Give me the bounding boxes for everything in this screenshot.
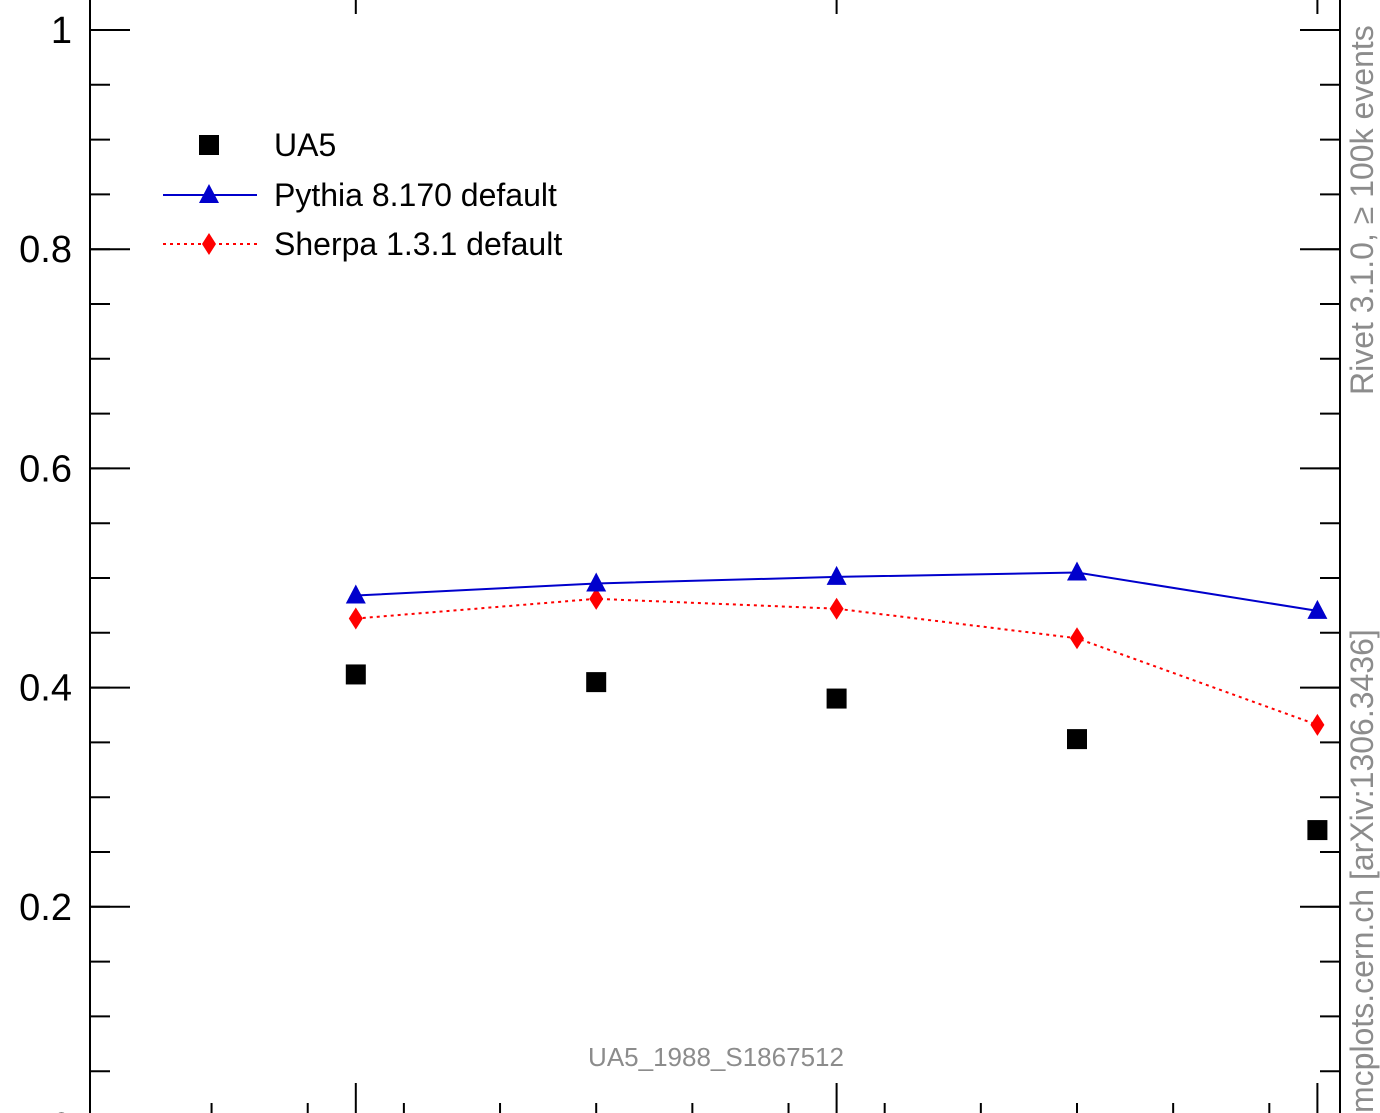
data-point-pythia — [586, 572, 607, 592]
legend-label-pythia: Pythia 8.170 default — [274, 177, 557, 213]
data-point-ua5 — [1307, 820, 1328, 841]
data-point-ua5 — [345, 664, 366, 685]
legend-marker-sherpa — [202, 233, 216, 255]
data-point-sherpa — [589, 587, 604, 610]
series-pythia — [345, 561, 1328, 619]
side-label-mcplots: mcplots.cern.ch [arXiv:1306.3436] — [1344, 629, 1380, 1113]
legend-item-sherpa: Sherpa 1.3.1 default — [163, 226, 562, 262]
y-tick-label: 0.8 — [19, 229, 72, 271]
series-ua5 — [345, 664, 1328, 841]
axes: 0 0.2 0.4 0.6 0.8 1 — [19, 0, 1341, 1113]
y-tick-label: 0.2 — [19, 887, 72, 929]
analysis-label: UA5_1988_S1867512 — [588, 1042, 844, 1072]
legend-label-sherpa: Sherpa 1.3.1 default — [274, 226, 562, 262]
plot-frame — [89, 0, 1341, 1113]
series-sherpa — [348, 587, 1325, 736]
data-point-pythia — [1067, 561, 1087, 581]
y-tick-label: 0 — [51, 1106, 72, 1113]
side-label-rivet: Rivet 3.1.0, ≥ 100k events — [1344, 25, 1380, 395]
data-point-sherpa — [1310, 713, 1325, 736]
data-point-ua5 — [1067, 729, 1087, 750]
y-tick-label: 0.4 — [19, 668, 72, 710]
data-point-sherpa — [1070, 627, 1084, 650]
legend-marker-ua5 — [199, 135, 219, 155]
data-point-pythia — [826, 565, 847, 585]
legend-label-ua5: UA5 — [274, 127, 336, 163]
y-tick-label: 0.6 — [19, 448, 72, 490]
legend: UA5 Pythia 8.170 default Sherpa 1.3.1 defa… — [163, 127, 562, 262]
legend-item-pythia: Pythia 8.170 default — [163, 177, 557, 213]
data-point-sherpa — [348, 607, 363, 630]
data-point-ua5 — [826, 688, 847, 709]
legend-item-ua5: UA5 — [199, 127, 336, 163]
legend-marker-pythia — [199, 184, 219, 203]
data-point-pythia — [345, 584, 366, 604]
data-point-ua5 — [586, 672, 607, 693]
data-point-sherpa — [829, 597, 844, 620]
y-tick-label: 1 — [51, 10, 72, 52]
data-point-pythia — [1307, 599, 1328, 619]
series-layer — [345, 561, 1328, 841]
